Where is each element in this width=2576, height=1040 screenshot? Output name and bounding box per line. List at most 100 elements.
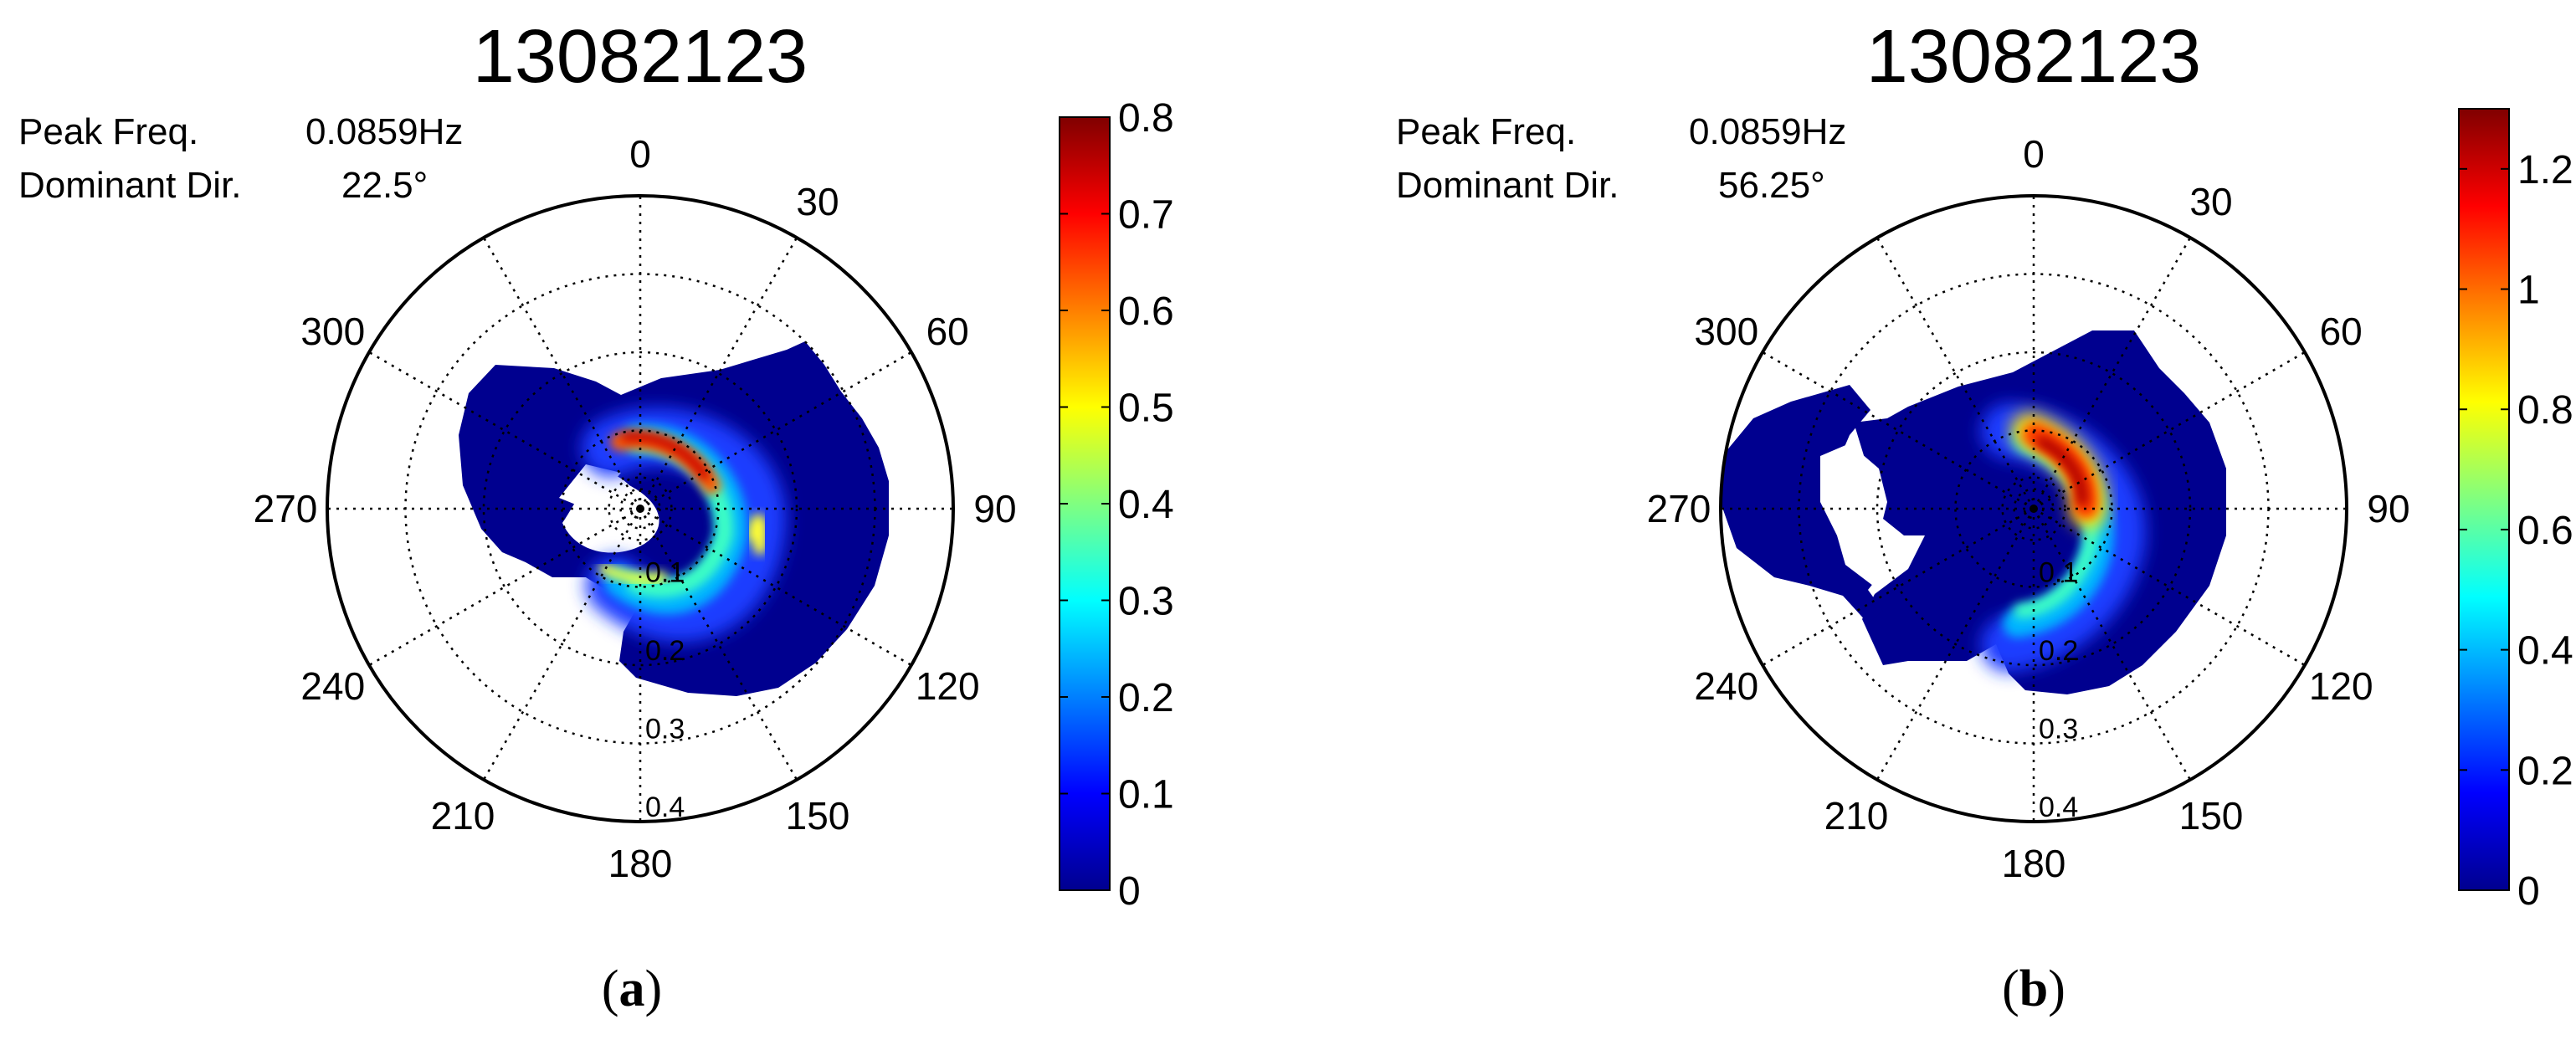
panel-a-angle-label-300: 300 bbox=[300, 310, 365, 353]
panel-b-dominant-dir-label: Dominant Dir. bbox=[1396, 165, 1619, 206]
panel-a-grid-spoke bbox=[482, 237, 642, 510]
panel-b-angle-label-300: 300 bbox=[1694, 310, 1758, 353]
panel-a-radial-labels: 0.1 0.2 0.3 0.4 bbox=[645, 557, 685, 824]
panel-a-colorbar-label-0_8: 0.8 bbox=[1118, 96, 1174, 141]
panel-b-colorbar-label-0_8: 0.8 bbox=[2517, 388, 2573, 433]
panel-a-radial-label-0_1: 0.1 bbox=[645, 557, 685, 589]
panel-a: 13082123 Peak Freq. 0.0859Hz Dominant Di… bbox=[18, 15, 1174, 1017]
panel-b-grid-spoke bbox=[1762, 507, 2035, 667]
panel-a-colorbar-label-0_6: 0.6 bbox=[1118, 289, 1174, 334]
panel-b-radial-label-0_4: 0.4 bbox=[2039, 792, 2078, 823]
panel-b-grid-spoke bbox=[1876, 508, 2035, 781]
panel-a-dominant-dir-value: 22.5° bbox=[341, 165, 428, 206]
panel-b-radial-label-0_3: 0.3 bbox=[2039, 714, 2078, 745]
panel-b-angle-label-210: 210 bbox=[1824, 794, 1889, 838]
panel-a-grid-spoke bbox=[482, 508, 642, 781]
panel-a-colorbar-label-0_4: 0.4 bbox=[1118, 483, 1174, 527]
panel-a-grid-spoke bbox=[639, 237, 798, 510]
panel-b-radial-labels: 0.1 0.2 0.3 0.4 bbox=[2039, 557, 2078, 824]
panel-b-angle-label-270: 270 bbox=[1647, 487, 1711, 530]
panel-b-radial-label-0_1: 0.1 bbox=[2039, 557, 2078, 589]
panel-a-caption-letter: a bbox=[619, 961, 645, 1017]
panel-b-polar-grid bbox=[1721, 196, 2347, 822]
panel-b-dominant-dir-value: 56.25° bbox=[1718, 165, 1825, 206]
panel-a-angle-label-210: 210 bbox=[431, 794, 495, 838]
panel-a-title: 13082123 bbox=[473, 15, 808, 99]
panel-a-angle-label-270: 270 bbox=[254, 487, 318, 530]
panel-a-angle-label-150: 150 bbox=[786, 794, 850, 838]
panel-b-colorbar-label-0_2: 0.2 bbox=[2517, 749, 2573, 793]
panel-a-colorbar-label-0_1: 0.1 bbox=[1118, 773, 1174, 817]
panel-b-grid-ring-inner bbox=[2013, 488, 2055, 530]
panel-b-grid-spoke bbox=[1876, 237, 2035, 510]
panel-b-angle-label-30: 30 bbox=[2189, 180, 2232, 223]
panel-b-angle-label-180: 180 bbox=[2002, 842, 2066, 885]
panel-a-polar-grid bbox=[327, 196, 953, 822]
panel-a-angle-labels: 0 30 60 90 120 150 180 210 240 270 300 bbox=[254, 132, 1017, 885]
panel-b-angle-label-150: 150 bbox=[2179, 794, 2244, 838]
panel-a-angle-label-240: 240 bbox=[300, 664, 365, 708]
panel-a-grid-ring-inner bbox=[608, 476, 673, 541]
panel-b-peak-freq-label: Peak Freq. bbox=[1396, 111, 1576, 152]
panel-b-colorbar-label-0: 0 bbox=[2517, 869, 2540, 914]
panel-a-grid-ring bbox=[561, 429, 720, 588]
panel-a-dominant-dir-label: Dominant Dir. bbox=[18, 165, 242, 206]
panel-a-caption: (a) bbox=[602, 961, 662, 1017]
panel-b-center-marker bbox=[2029, 505, 2038, 513]
panel-b-grid-spoke bbox=[2032, 237, 2192, 510]
panel-b-grid-ring bbox=[1954, 429, 2113, 588]
panel-a-colorbar-ticks: 0 0.1 0.2 0.3 0.4 0.5 0.6 0.7 0.8 bbox=[1060, 96, 1174, 914]
panel-b-spectrum-fill bbox=[1720, 330, 2226, 694]
panel-b: 13082123 Peak Freq. 0.0859Hz Dominant Di… bbox=[1396, 15, 2573, 1017]
panel-a-angle-label-0: 0 bbox=[629, 132, 651, 176]
panel-b-grid-ring-inner bbox=[2001, 476, 2066, 541]
panel-a-spectrum-fill bbox=[459, 341, 889, 696]
panel-a-angle-label-30: 30 bbox=[796, 180, 839, 223]
panel-a-angle-label-180: 180 bbox=[608, 842, 673, 885]
panel-b-peak-freq-value: 0.0859Hz bbox=[1689, 111, 1846, 152]
panel-b-colorbar-label-0_4: 0.4 bbox=[2517, 629, 2573, 674]
panel-b-angle-label-120: 120 bbox=[2309, 664, 2373, 708]
panel-a-colorbar-label-0_2: 0.2 bbox=[1118, 676, 1174, 720]
panel-b-angle-labels: 0 30 60 90 120 150 180 210 240 270 300 bbox=[1647, 132, 2410, 885]
panel-b-title: 13082123 bbox=[1866, 15, 2201, 99]
panel-b-outer-ring bbox=[1719, 194, 2348, 823]
panel-b-colorbar-label-0_6: 0.6 bbox=[2517, 509, 2573, 553]
panel-a-grid-spoke bbox=[368, 507, 641, 667]
panel-b-angle-label-240: 240 bbox=[1694, 664, 1758, 708]
panel-a-peak-freq-label: Peak Freq. bbox=[18, 111, 198, 152]
panel-b-grid-spoke bbox=[2033, 351, 2306, 510]
panel-a-center-marker bbox=[636, 505, 644, 513]
panel-b-caption-letter: b bbox=[2019, 961, 2048, 1017]
panel-a-colorbar-label-0_3: 0.3 bbox=[1118, 580, 1174, 624]
panel-b-colorbar-label-1_2: 1.2 bbox=[2517, 148, 2573, 192]
panel-a-colorbar: 0 0.1 0.2 0.3 0.4 0.5 0.6 0.7 0.8 bbox=[1059, 96, 1174, 914]
panel-b-grid-spoke bbox=[1762, 351, 2035, 510]
panel-a-colorbar-label-0: 0 bbox=[1118, 869, 1141, 914]
panel-b-angle-label-90: 90 bbox=[2367, 487, 2409, 530]
panel-b-radial-label-0_2: 0.2 bbox=[2039, 635, 2078, 667]
panel-a-grid-spoke bbox=[639, 508, 798, 781]
panel-b-colorbar-label-1: 1 bbox=[2517, 269, 2540, 313]
panel-a-peak-freq-value: 0.0859Hz bbox=[305, 111, 463, 152]
panel-b-colorbar-ticks: 0 0.2 0.4 0.6 0.8 1 1.2 bbox=[2459, 148, 2573, 914]
panel-a-radial-label-0_2: 0.2 bbox=[645, 635, 685, 667]
panel-b-colorbar: 0 0.2 0.4 0.6 0.8 1 1.2 bbox=[2458, 108, 2573, 914]
panel-a-grid-spoke bbox=[368, 351, 641, 510]
panel-b-grid-spoke bbox=[2032, 508, 2192, 781]
panel-a-radial-label-0_4: 0.4 bbox=[645, 792, 685, 823]
panel-a-angle-label-60: 60 bbox=[926, 310, 969, 353]
panel-b-caption: (b) bbox=[2002, 961, 2065, 1017]
panel-b-spectrum-bands bbox=[1981, 403, 2146, 672]
panel-b-angle-label-60: 60 bbox=[2320, 310, 2363, 353]
panel-a-angle-label-120: 120 bbox=[916, 664, 980, 708]
panel-a-radial-label-0_3: 0.3 bbox=[645, 714, 685, 745]
panel-a-angle-label-90: 90 bbox=[973, 487, 1016, 530]
panel-a-grid-ring bbox=[482, 351, 798, 667]
panel-b-grid-ring bbox=[1876, 351, 2192, 667]
panel-b-colorbar-scale bbox=[2458, 108, 2510, 891]
panel-a-colorbar-label-0_7: 0.7 bbox=[1118, 193, 1174, 238]
